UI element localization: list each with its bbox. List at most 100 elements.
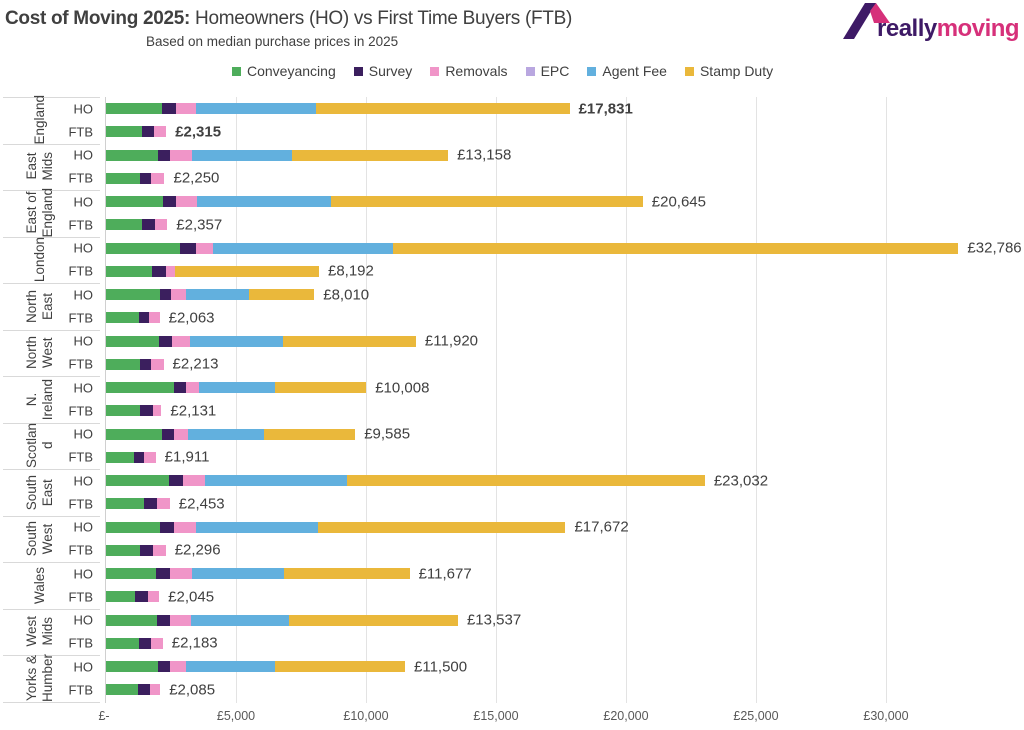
data-label-total: £2,357 (176, 216, 223, 233)
group-divider (3, 608, 100, 610)
region-label: East of England (14, 188, 66, 238)
bar-segment-agent-fee (190, 614, 289, 626)
bar-segment-survey (139, 172, 151, 184)
bar-segment-removals (170, 661, 186, 672)
bar-segment-stamp-duty (283, 568, 410, 579)
bar-segment-survey (138, 684, 150, 695)
group-divider (3, 97, 100, 98)
bar-segment-conveyancing (106, 451, 134, 463)
data-label-total: £2,453 (178, 495, 225, 512)
row-label: FTB (68, 310, 93, 325)
gridline (496, 97, 497, 703)
data-label-total: £9,585 (364, 425, 411, 443)
row-label: FTB (68, 263, 93, 279)
bar-segment-conveyancing (106, 219, 143, 230)
group-divider (3, 562, 100, 563)
x-tick-label: £20,000 (603, 709, 649, 723)
region-label-text: South West (24, 521, 55, 557)
row-label: HO (73, 659, 94, 674)
bar-segment-conveyancing (106, 661, 158, 672)
bar-segment-removals (156, 498, 170, 509)
legend-swatch (525, 66, 535, 76)
bar-segment-survey (162, 103, 176, 114)
group-divider (3, 329, 100, 331)
region-label: Yorks & Humber (14, 654, 66, 703)
data-label-total: £2,315 (175, 123, 222, 140)
region-label: Wales (14, 562, 66, 609)
data-label-total: £11,920 (424, 332, 479, 350)
region-label-text: Yorks & Humber (24, 654, 55, 703)
bar-segment-removals (175, 103, 196, 114)
legend-swatch (587, 66, 597, 76)
region-label-text: Wales (32, 566, 47, 604)
bar-segment-removals (170, 149, 192, 161)
group-divider (3, 655, 100, 656)
row-label: FTB (68, 170, 93, 186)
row-label: FTB (68, 682, 93, 697)
group-divider (3, 283, 100, 284)
region-label: London (14, 237, 66, 284)
bar-segment-survey (158, 335, 172, 347)
data-label-total: £13,158 (457, 146, 512, 164)
row-label: HO (73, 380, 94, 395)
bar-segment-removals (171, 335, 190, 347)
bar-segment-agent-fee (204, 475, 347, 486)
bar-segment-survey (140, 544, 154, 556)
data-label-total: £32,786 (967, 239, 1022, 257)
bar-segment-survey (142, 126, 155, 137)
gridline (626, 97, 627, 703)
bar-segment-survey (135, 591, 148, 602)
group-divider (3, 701, 100, 703)
row-label: FTB (68, 449, 93, 465)
region-label: South East (14, 469, 66, 516)
bar-segment-conveyancing (106, 428, 162, 440)
legend-item-conveyancing: Conveyancing (232, 63, 336, 79)
row-label: HO (73, 287, 94, 302)
region-label-text: Scotlan d (24, 423, 55, 469)
data-label-total: £8,010 (323, 286, 370, 303)
bar-segment-removals (149, 684, 161, 695)
bar-segment-survey (144, 498, 157, 509)
region-label-text: England (32, 95, 47, 146)
bar-segment-conveyancing (106, 126, 143, 137)
row-label: HO (73, 194, 94, 209)
group-divider (3, 376, 100, 377)
chart-legend: Conveyancing Survey Removals EPC Agent Fee St… (232, 63, 773, 79)
bar-segment-survey (159, 521, 174, 533)
bar-segment-stamp-duty (274, 382, 367, 393)
bar-segment-stamp-duty (282, 335, 416, 347)
reallymoving-logo: reallymoving (843, 3, 1023, 45)
bar-segment-stamp-duty (288, 614, 458, 626)
bar-segment-survey (139, 312, 150, 323)
bar-segment-removals (149, 312, 160, 323)
bar-segment-agent-fee (188, 428, 264, 440)
bar-segment-conveyancing (106, 265, 152, 277)
x-tick-label: £15,000 (473, 709, 519, 723)
x-tick-label: £25,000 (733, 709, 779, 723)
region-label: North West (14, 330, 66, 377)
row-label: HO (73, 612, 94, 628)
chart-title: Cost of Moving 2025: Homeowners (HO) vs … (5, 8, 572, 30)
bar-segment-conveyancing (106, 614, 158, 626)
bar-segment-removals (144, 451, 156, 463)
bar-segment-agent-fee (189, 335, 283, 347)
region-label: West Mids (14, 609, 66, 656)
data-label-total: £2,131 (170, 402, 217, 419)
x-tick-label: £- (98, 709, 110, 723)
bar-segment-removals (155, 219, 168, 230)
chart-subtitle: Based on median purchase prices in 2025 (146, 34, 399, 49)
bar-segment-survey (133, 451, 145, 463)
region-label-text: South East (24, 474, 55, 510)
row-label: FTB (68, 589, 93, 604)
bar-segment-survey (168, 475, 183, 486)
logo-wordmark: reallymoving (877, 15, 1020, 43)
row-label: HO (73, 240, 94, 256)
legend-item-agent-fee: Agent Fee (587, 63, 667, 79)
region-label-text: North East (24, 289, 55, 323)
row-label: HO (73, 333, 94, 349)
bar-segment-agent-fee (196, 521, 318, 533)
legend-label: Removals (445, 63, 508, 79)
row-label: HO (73, 426, 94, 442)
bar-segment-removals (186, 382, 199, 393)
region-label-text: West Mids (24, 616, 55, 647)
